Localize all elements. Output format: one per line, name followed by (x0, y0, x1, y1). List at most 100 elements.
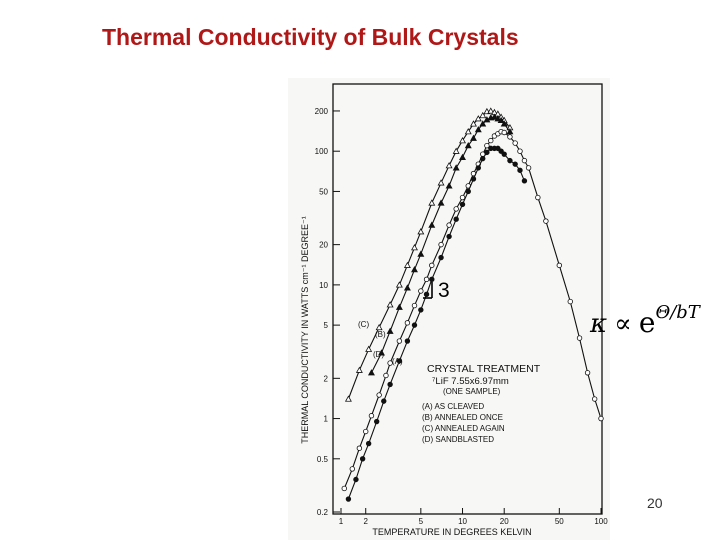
data-point (494, 115, 502, 122)
data-point (381, 398, 387, 404)
x-tick-label: 2 (363, 517, 368, 526)
data-point (452, 147, 460, 154)
data-point (525, 165, 532, 171)
data-point (345, 496, 352, 502)
curve-label: (A) (392, 357, 403, 366)
series-a (345, 145, 528, 502)
data-point (487, 107, 495, 114)
data-point (490, 113, 498, 120)
data-point (598, 415, 604, 422)
data-point (591, 396, 598, 402)
y-tick-label: 1 (324, 415, 329, 424)
data-point (501, 151, 507, 157)
data-point (567, 298, 573, 305)
data-point (464, 142, 472, 149)
data-point (543, 218, 549, 224)
data-point (584, 370, 591, 376)
data-point (368, 413, 375, 419)
y-tick-label: 0.2 (317, 508, 329, 517)
series-b (367, 113, 514, 376)
data-point (387, 381, 393, 388)
data-point (428, 199, 436, 206)
data-point (423, 291, 430, 298)
data-point (438, 254, 444, 261)
y-tick-label: 10 (319, 281, 328, 290)
curve-label: (B) (375, 330, 386, 339)
data-point (446, 233, 452, 240)
x-tick-label: 100 (594, 517, 608, 526)
data-point (411, 243, 418, 251)
legend-line: ⁷LiF 7.55x6.97mm (432, 376, 509, 387)
data-point (445, 182, 453, 189)
formula-symbol: κ (590, 309, 608, 339)
data-point (355, 366, 363, 373)
data-point (475, 165, 481, 171)
y-tick-label: 200 (315, 107, 329, 116)
data-point (353, 476, 359, 483)
data-point (417, 228, 425, 235)
y-axis-label: THERMAL CONDUCTIVITY IN WATTS cm⁻¹ DEGRE… (300, 216, 310, 444)
formula-exponent: Θ/bT (655, 302, 700, 323)
data-point (437, 179, 445, 186)
legend-entry: (C) ANNEALED AGAIN (422, 424, 505, 433)
data-point (521, 157, 528, 164)
data-point (383, 372, 389, 379)
data-point (403, 261, 411, 268)
series-c (344, 107, 514, 402)
data-point (474, 126, 482, 133)
data-point (423, 276, 430, 283)
x-axis-label: TEMPERATURE IN DEGREES KELVIN (372, 527, 531, 537)
chart-legend: CRYSTAL TREATMENT ⁷LiF 7.55x6.97mm (ONE … (422, 363, 541, 444)
x-tick-label: 1 (339, 517, 344, 526)
data-point (363, 428, 369, 435)
curve-label: (C) (358, 320, 369, 329)
data-point (404, 320, 411, 326)
data-point (417, 250, 425, 257)
data-point (403, 284, 411, 291)
data-point (411, 302, 418, 309)
data-point (373, 418, 380, 425)
legend-line: (ONE SAMPLE) (443, 387, 501, 396)
data-point (459, 201, 466, 208)
data-point (349, 466, 356, 472)
data-point (535, 194, 541, 201)
data-point (429, 276, 435, 283)
data-point (396, 338, 403, 344)
data-point (507, 134, 513, 140)
y-tick-label: 50 (319, 187, 328, 196)
data-point (453, 216, 459, 222)
data-point (367, 369, 375, 376)
data-point (395, 281, 403, 288)
data-point (418, 307, 424, 313)
plot-frame (332, 83, 603, 515)
formula-base: e (638, 306, 656, 339)
data-point (488, 137, 494, 144)
data-point (395, 303, 403, 310)
y-tick-label: 100 (315, 147, 329, 156)
data-point (411, 322, 418, 328)
x-tick-label: 10 (458, 517, 467, 526)
data-point (396, 358, 403, 364)
data-point (376, 392, 382, 398)
page-number: 20 (647, 495, 663, 511)
data-point (446, 222, 452, 228)
data-point (365, 345, 373, 352)
x-tick-label: 20 (500, 517, 509, 526)
formula-relation: ∝ (614, 309, 632, 339)
data-point (359, 456, 366, 462)
data-point (356, 445, 363, 451)
data-point (453, 206, 459, 212)
data-point (507, 157, 513, 164)
data-point (576, 335, 583, 341)
data-point (484, 142, 490, 149)
data-point (517, 148, 523, 154)
data-point (375, 323, 383, 331)
data-point (480, 155, 486, 162)
y-tick-label: 0.5 (317, 455, 329, 464)
data-point (418, 288, 424, 294)
data-point (438, 241, 444, 248)
y-tick-label: 5 (324, 321, 329, 330)
y-tick-label: 20 (319, 241, 328, 250)
data-point (506, 128, 514, 135)
data-point (341, 485, 347, 492)
